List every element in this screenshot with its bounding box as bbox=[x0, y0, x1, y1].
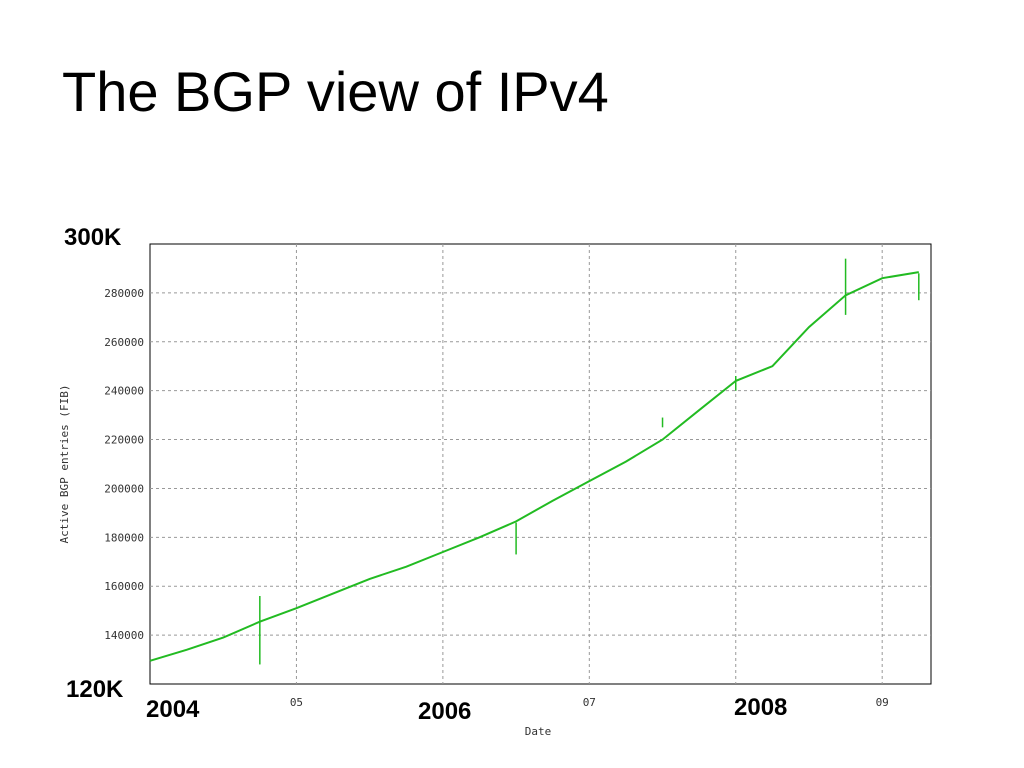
y-annotation-bottom: 120K bbox=[66, 676, 124, 703]
y-tick-labels: 140000 160000 180000 200000 220000 240000 2600… bbox=[104, 287, 144, 642]
y-annotation-top: 300K bbox=[64, 224, 122, 251]
y-axis-label: Active BGP entries (FIB) bbox=[58, 385, 71, 544]
y-tick-label: 160000 bbox=[104, 580, 144, 593]
x-axis-label: Date bbox=[525, 725, 552, 738]
grid-lines bbox=[150, 244, 931, 684]
series-layer bbox=[149, 258, 920, 665]
y-tick-label: 180000 bbox=[104, 531, 144, 544]
y-tick-label: 240000 bbox=[104, 385, 144, 398]
y-tick-label: 260000 bbox=[104, 336, 144, 349]
y-tick-label: 220000 bbox=[104, 434, 144, 447]
x-tick-label: 07 bbox=[583, 696, 596, 709]
slide-title: The BGP view of IPv4 bbox=[62, 60, 609, 123]
y-tick-label: 280000 bbox=[104, 287, 144, 300]
y-tick-label: 200000 bbox=[104, 482, 144, 495]
plot-frame bbox=[149, 243, 932, 685]
year-annotation-2008: 2008 bbox=[734, 694, 788, 721]
y-tick-label: 140000 bbox=[104, 629, 144, 642]
series-line bbox=[149, 271, 919, 662]
x-tick-labels: 05 07 09 bbox=[290, 696, 889, 709]
year-annotation-2006: 2006 bbox=[418, 698, 472, 725]
x-tick-label: 05 bbox=[290, 696, 303, 709]
year-annotation-2004: 2004 bbox=[146, 696, 200, 723]
x-tick-label: 09 bbox=[876, 696, 889, 709]
